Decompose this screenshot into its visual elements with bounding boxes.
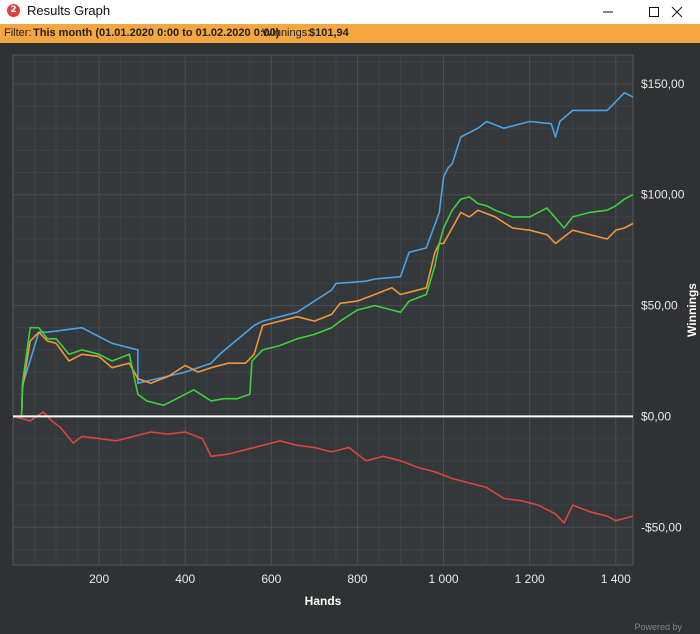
x-tick-label: 1 000 [429,572,459,586]
filter-value[interactable]: This month (01.01.2020 0:00 to 01.02.202… [33,27,280,39]
x-tick-label: 200 [89,572,109,586]
minimize-icon [603,11,613,13]
maximize-button[interactable] [631,0,677,24]
series-line-4 [12,411,634,524]
y-tick-label: $100,00 [641,188,685,202]
close-button[interactable] [654,0,700,24]
maximize-icon [649,7,659,17]
plot-area [12,54,634,566]
y-tick-label: $50,00 [641,299,678,313]
results-chart-area: 200 400 600 800 1 000 1 200 1 400 $150,00 $100,0… [0,43,700,632]
y-tick-label: $150,00 [641,77,685,91]
x-axis-label: Hands [305,594,342,608]
y-tick-label: $0,00 [641,409,671,423]
series-line-1 [13,91,634,418]
series-line-3 [13,193,634,418]
app-logo-icon: 2 [7,4,20,17]
winnings-value: $101,94 [309,27,349,39]
results-chart: 200 400 600 800 1 000 1 200 1 400 $150,00 $100,0… [12,54,699,608]
minimize-button[interactable] [585,0,631,24]
filter-label: Filter: [4,27,32,39]
x-tick-label: 1 400 [601,572,631,586]
title-bar: 2 Results Graph [0,0,700,24]
window-title: Results Graph [27,3,111,18]
winnings-label: Winnings: [262,27,311,39]
powered-by-text: Powered by [634,622,682,632]
filter-bar: Filter: This month (01.01.2020 0:00 to 0… [0,24,700,43]
x-tick-label: 600 [261,572,281,586]
x-tick-label: 1 200 [515,572,545,586]
x-tick-label: 400 [175,572,195,586]
close-icon [671,6,683,18]
x-tick-label: 800 [347,572,367,586]
y-axis-label: Winnings [685,283,699,337]
series-line-2 [13,209,634,418]
y-tick-label: -$50,00 [641,520,682,534]
